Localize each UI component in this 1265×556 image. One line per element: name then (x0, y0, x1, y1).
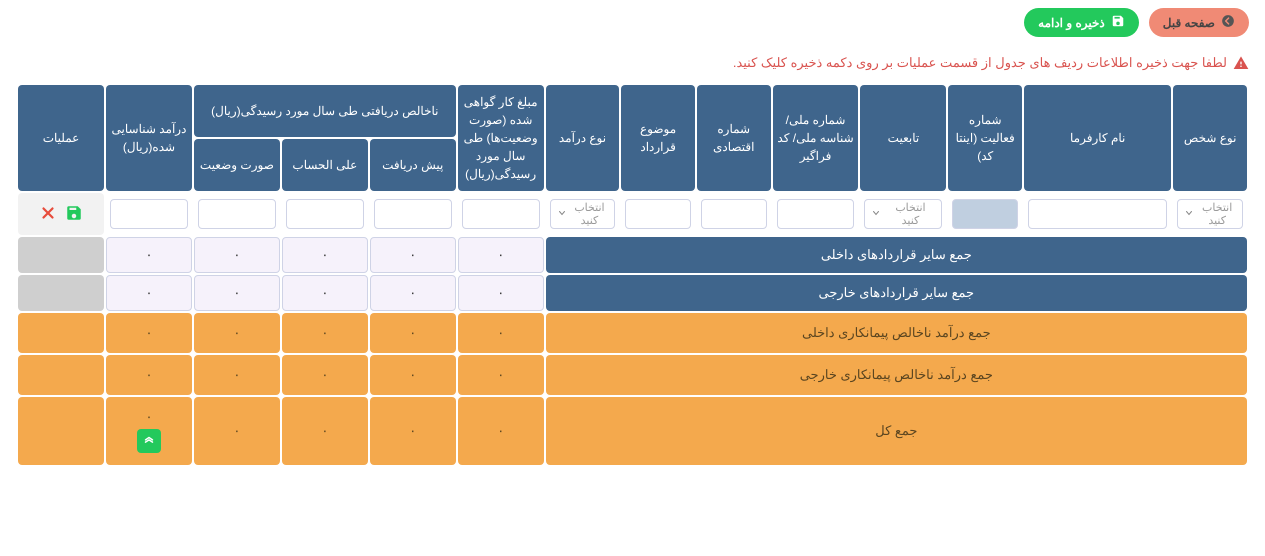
sum-pre: ۰ (370, 355, 456, 395)
save-row-icon[interactable] (65, 204, 83, 225)
sum-status: ۰ (194, 275, 280, 311)
sum-label: جمع کل (546, 397, 1247, 465)
sum-cert: ۰ (458, 275, 544, 311)
chevron-down-icon (871, 208, 881, 221)
col-status-invoice: صورت وضعیت (194, 139, 280, 191)
sum-pre: ۰ (370, 313, 456, 353)
sum-ident: ۰ (106, 237, 192, 273)
save-icon (1111, 14, 1125, 31)
sum-onacc: ۰ (282, 355, 368, 395)
economic-no-input[interactable] (701, 199, 767, 229)
sum-ops-blank (18, 275, 104, 311)
col-on-account: علی الحساب (282, 139, 368, 191)
income-type-select[interactable]: انتخاب کنید (550, 199, 616, 229)
col-identified-income: درآمد شناسایی شده(ریال) (106, 85, 192, 191)
sum-row-foreign-other: جمع سایر قراردادهای خارجی ۰ ۰ ۰ ۰ ۰ (18, 275, 1247, 311)
identified-income-input[interactable] (110, 199, 188, 229)
sum-cert: ۰ (458, 237, 544, 273)
sum-onacc: ۰ (282, 397, 368, 465)
sum-cert: ۰ (458, 397, 544, 465)
col-contract-subject: موضوع قرارداد (621, 85, 695, 191)
sum-ident: ۰ (146, 409, 153, 424)
col-activity-code: شماره فعالیت (اینتا کد) (948, 85, 1022, 191)
select-placeholder: انتخاب کنید (885, 201, 935, 227)
delete-row-icon[interactable] (39, 204, 57, 225)
sum-status: ۰ (194, 355, 280, 395)
sum-label: جمع سایر قراردادهای خارجی (546, 275, 1247, 311)
warning-message: لطفا جهت ذخیره اطلاعات ردیف های جدول از … (16, 55, 1249, 71)
col-nationality: تابعیت (860, 85, 946, 191)
col-pre-receipt: پیش دریافت (370, 139, 456, 191)
arrow-left-circle-icon (1221, 14, 1235, 31)
sum-label: جمع درآمد ناخالص پیمانکاری خارجی (546, 355, 1247, 395)
sum-ops-blank (18, 397, 104, 465)
save-continue-label: ذخیره و ادامه (1038, 16, 1105, 30)
sum-onacc: ۰ (282, 313, 368, 353)
sum-status: ۰ (194, 313, 280, 353)
contract-subject-input[interactable] (625, 199, 691, 229)
sum-pre: ۰ (370, 397, 456, 465)
sum-label: جمع سایر قراردادهای داخلی (546, 237, 1247, 273)
chevron-down-icon (1184, 208, 1194, 221)
sum-status: ۰ (194, 397, 280, 465)
col-certified-amount: مبلغ کار گواهی شده (صورت وضعیت‌ها) طی سا… (458, 85, 544, 191)
table-row: انتخاب کنید انتخاب کنید انتخاب کنید (18, 193, 1247, 235)
sum-onacc: ۰ (282, 275, 368, 311)
status-invoice-input[interactable] (198, 199, 276, 229)
employer-name-input[interactable] (1028, 199, 1167, 229)
on-account-input[interactable] (286, 199, 364, 229)
col-person-type: نوع شخص (1173, 85, 1247, 191)
warning-text: لطفا جهت ذخیره اطلاعات ردیف های جدول از … (733, 55, 1227, 71)
nationality-select[interactable]: انتخاب کنید (864, 199, 942, 229)
prev-page-label: صفحه قبل (1163, 16, 1215, 30)
sum-ops-blank (18, 237, 104, 273)
sum-pre: ۰ (370, 237, 456, 273)
col-group-gross: ناخالص دریافتی طی سال مورد رسیدگی(ریال) (194, 85, 456, 137)
col-employer-name: نام کارفرما (1024, 85, 1171, 191)
pre-receipt-input[interactable] (374, 199, 452, 229)
col-income-type: نوع درآمد (546, 85, 620, 191)
col-economic-no: شماره اقتصادی (697, 85, 771, 191)
col-operations: عملیات (18, 85, 104, 191)
col-national-id: شماره ملی/ شناسه ملی/ کد فراگیر (773, 85, 859, 191)
sum-row-foreign-gross: جمع درآمد ناخالص پیمانکاری خارجی ۰ ۰ ۰ ۰… (18, 355, 1247, 395)
sum-ident: ۰ (106, 355, 192, 395)
save-continue-button[interactable]: ذخیره و ادامه (1024, 8, 1139, 37)
data-table: نوع شخص نام کارفرما شماره فعالیت (اینتا … (16, 83, 1249, 467)
sum-row-domestic-gross: جمع درآمد ناخالص پیمانکاری داخلی ۰ ۰ ۰ ۰… (18, 313, 1247, 353)
activity-code-select[interactable] (952, 199, 1018, 229)
sum-row-domestic-other: جمع سایر قراردادهای داخلی ۰ ۰ ۰ ۰ ۰ (18, 237, 1247, 273)
sum-onacc: ۰ (282, 237, 368, 273)
sum-ident: ۰ (106, 275, 192, 311)
sum-ops-blank: ۰ (106, 397, 192, 465)
sum-ops-blank (18, 313, 104, 353)
certified-amount-input[interactable] (462, 199, 540, 229)
sum-ident: ۰ (106, 313, 192, 353)
warning-triangle-icon (1233, 55, 1249, 71)
select-placeholder: انتخاب کنید (571, 201, 609, 227)
select-placeholder: انتخاب کنید (1198, 201, 1236, 227)
sum-pre: ۰ (370, 275, 456, 311)
chevron-down-icon (557, 208, 567, 221)
sum-cert: ۰ (458, 355, 544, 395)
sum-ops-blank (18, 355, 104, 395)
sum-label: جمع درآمد ناخالص پیمانکاری داخلی (546, 313, 1247, 353)
sum-status: ۰ (194, 237, 280, 273)
sum-row-total: جمع کل ۰ ۰ ۰ ۰ ۰ (18, 397, 1247, 465)
person-type-select[interactable]: انتخاب کنید (1177, 199, 1243, 229)
prev-page-button[interactable]: صفحه قبل (1149, 8, 1249, 37)
scroll-top-button[interactable] (137, 429, 161, 453)
sum-cert: ۰ (458, 313, 544, 353)
national-id-input[interactable] (777, 199, 855, 229)
